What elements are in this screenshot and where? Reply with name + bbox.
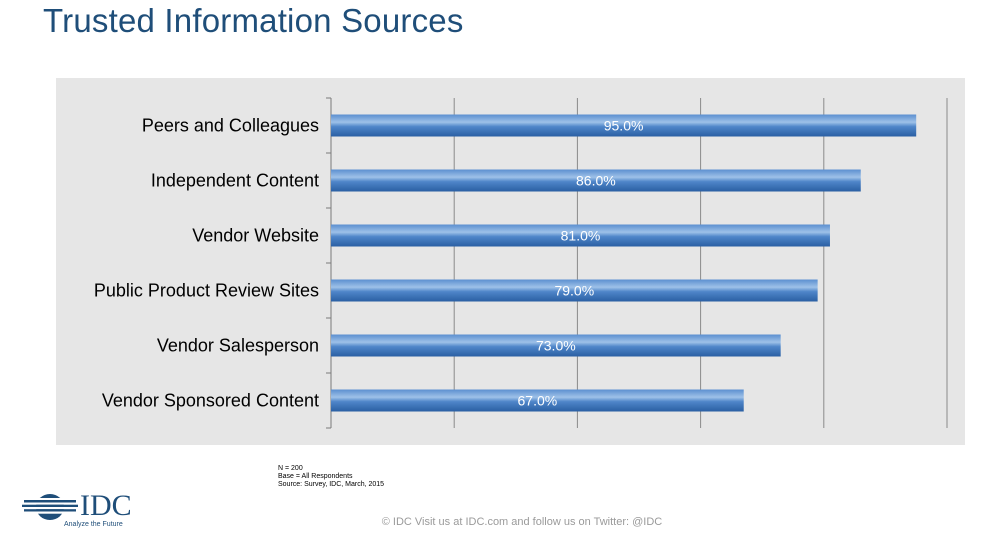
category-label: Peers and Colleagues	[142, 116, 319, 136]
data-label: 67.0%	[518, 393, 558, 409]
idc-logo: IDC Analyze the Future	[12, 489, 152, 533]
data-label: 81.0%	[561, 228, 601, 244]
data-label: 86.0%	[576, 173, 616, 189]
page-title: Trusted Information Sources	[43, 2, 464, 39]
source-note: Source: Survey, IDC, March, 2015	[278, 481, 385, 488]
bar	[331, 224, 830, 247]
logo-text: IDC	[80, 489, 132, 522]
category-label: Vendor Website	[192, 226, 319, 246]
footer: © IDC Visit us at IDC.com and follow us …	[0, 516, 989, 528]
base-note: Base = All Respondents	[278, 473, 353, 480]
bar	[331, 389, 744, 412]
bar	[331, 334, 781, 357]
category-label: Public Product Review Sites	[94, 281, 319, 301]
data-label: 79.0%	[554, 283, 594, 299]
chart-notes: N = 200 Base = All Respondents Source: S…	[278, 465, 384, 489]
category-label: Vendor Salesperson	[157, 336, 319, 356]
bar	[331, 114, 917, 137]
bar	[331, 169, 861, 192]
bar-chart: Peers and Colleagues 95.0% Independent Con…	[56, 78, 965, 445]
sample-size-note: N = 200	[278, 465, 303, 472]
globe-icon	[20, 494, 80, 520]
chart-svg: Peers and Colleagues 95.0% Independent Con…	[94, 97, 948, 429]
footer-text: © IDC Visit us at IDC.com and follow us …	[381, 516, 663, 528]
logo-tagline: Analyze the Future	[64, 521, 123, 528]
data-label: 73.0%	[536, 338, 576, 354]
category-label: Vendor Sponsored Content	[102, 391, 319, 411]
data-label: 95.0%	[604, 118, 644, 134]
category-label: Independent Content	[151, 171, 319, 191]
bar	[331, 279, 818, 302]
